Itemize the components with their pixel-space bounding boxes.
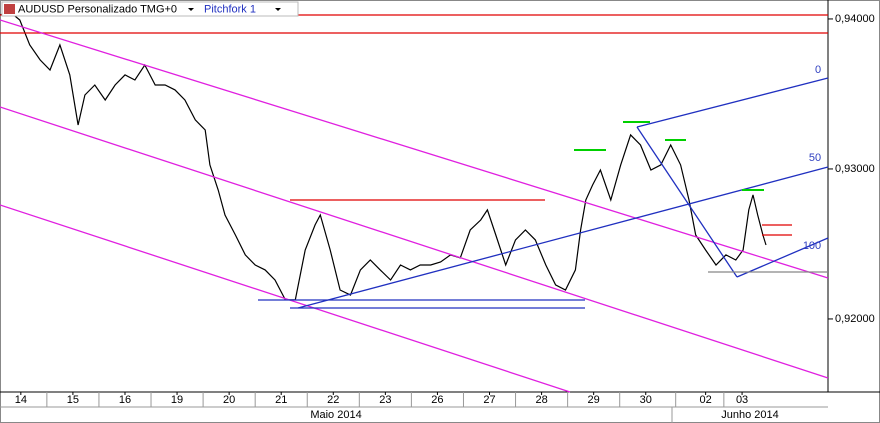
channel-line: [0, 106, 829, 379]
symbol-title[interactable]: AUDUSD Personalizado TMG+0: [18, 3, 177, 15]
x-tick-label: 29: [588, 394, 600, 406]
y-tick-label: 0,94000: [835, 13, 875, 25]
x-tick-label: 30: [640, 394, 652, 406]
x-tick-label: 23: [379, 394, 391, 406]
x-tick-label: 16: [119, 394, 131, 406]
x-tick-label: 02: [699, 394, 711, 406]
dropdown-arrow[interactable]: [188, 8, 194, 11]
pitchfork-level: 50: [809, 152, 821, 164]
price-line: [0, 11, 767, 301]
pitchfork-line: [736, 237, 829, 278]
x-tick-label: 22: [327, 394, 339, 406]
month-label: Maio 2014: [310, 409, 361, 421]
pitchfork-level: 0: [815, 64, 821, 76]
x-tick-label: 19: [171, 394, 183, 406]
y-tick-label: 0,92000: [835, 313, 875, 325]
dropdown-arrow[interactable]: [275, 8, 281, 11]
month-label: Junho 2014: [721, 409, 779, 421]
x-tick-label: 21: [275, 394, 287, 406]
x-tick-label: 27: [483, 394, 495, 406]
indicator-title[interactable]: Pitchfork 1: [204, 3, 256, 15]
y-tick-label: 0,93000: [835, 163, 875, 175]
symbol-icon: [4, 4, 15, 14]
header-box: [1, 1, 299, 17]
channel-line: [0, 19, 829, 279]
pitchfork-level: 100: [803, 240, 821, 252]
channel-line: [0, 204, 571, 393]
x-tick-label: 14: [15, 394, 27, 406]
pitchfork-line: [297, 166, 829, 309]
pitchfork-line: [636, 126, 738, 278]
x-tick-label: 15: [67, 394, 79, 406]
x-tick-label: 26: [431, 394, 443, 406]
x-tick-label: 03: [736, 394, 748, 406]
pitchfork-line: [636, 77, 829, 128]
x-tick-label: 20: [223, 394, 235, 406]
x-tick-label: 28: [535, 394, 547, 406]
